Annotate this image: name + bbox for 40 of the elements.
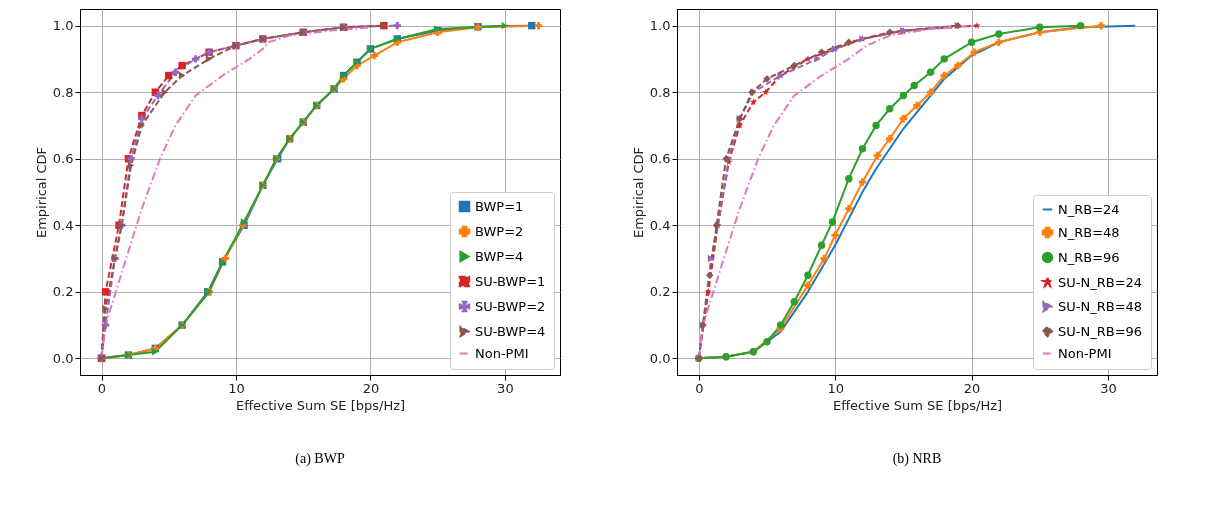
text: (b) NRB [892,451,942,467]
legend-label: SU-N_RB=24 [1058,274,1143,290]
legend-label: N_RB=96 [1058,249,1120,265]
x-tick-label: 30 [497,380,514,396]
y-tick-label: 0.0 [649,350,671,366]
x-tick-label: 30 [1100,380,1117,396]
legend-label: N_RB=24 [1058,201,1120,217]
legend-label: SU-BWP=2 [475,298,546,314]
x-tick-label: 0 [97,380,107,396]
y-axis-title: Empirical CDF [33,146,49,239]
y-tick-label: 0.6 [52,151,74,167]
y-tick-label: 1.0 [52,18,74,34]
y-axis-title: Empirical CDF [630,146,646,239]
y-tick-label: 1.0 [649,18,671,34]
y-tick-label: 0.8 [649,84,671,100]
x-tick-label: 0 [695,380,704,396]
x-axis-title: Effective Sum SE [bps/Hz] [832,397,1003,413]
x-tick-label: 20 [963,380,981,396]
y-tick-label: 0.6 [649,151,671,167]
legend-label: SU-BWP=1 [475,273,546,289]
legend-label: Non-PMI [1058,345,1112,361]
x-tick-label: 20 [362,380,380,396]
legend-label: Non-PMI [475,345,529,361]
y-tick-label: 0.8 [52,84,74,100]
y-tick-label: 0.2 [52,284,74,300]
x-axis-title: Effective Sum SE [bps/Hz] [235,397,406,413]
y-tick-label: 0.0 [52,350,74,366]
y-tick-label: 0.2 [649,284,671,300]
legend-label: SU-N_RB=48 [1058,298,1143,314]
legend-label: N_RB=48 [1058,224,1120,240]
legend-label: BWP=4 [475,248,524,264]
legend-label: BWP=1 [475,198,524,214]
x-tick-label: 10 [228,380,245,396]
x-tick-label: 10 [827,380,844,396]
y-tick-label: 0.4 [52,217,74,233]
legend-label: SU-N_RB=96 [1058,323,1143,339]
legend-label: SU-BWP=4 [475,323,546,339]
legend-label: BWP=2 [475,223,524,239]
text: (a) BWP [295,451,345,467]
y-tick-label: 0.4 [649,217,671,233]
